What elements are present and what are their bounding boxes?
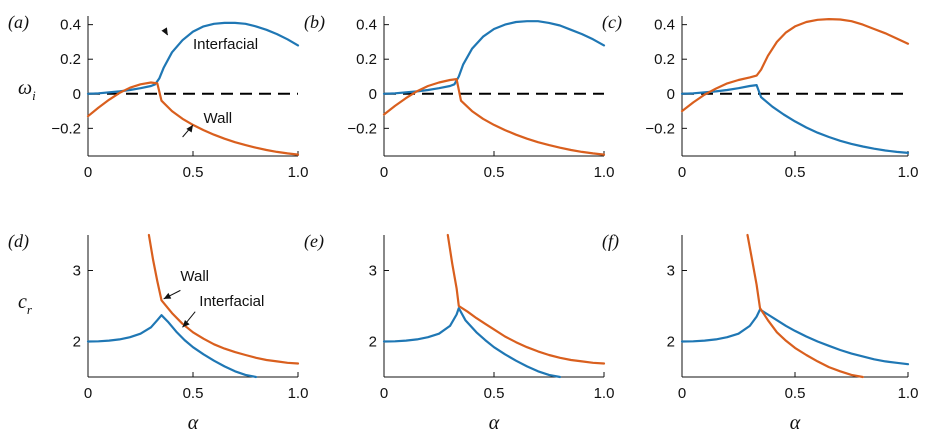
x-axis-label: α — [790, 412, 801, 434]
panel-label: (d) — [8, 231, 29, 252]
y-tick-label: 0 — [667, 86, 675, 103]
y-tick-label: 3 — [73, 263, 81, 280]
x-tick-label: 0 — [84, 385, 92, 402]
x-tick-label: 0 — [678, 164, 686, 181]
panel-c: 0 0.5 1.0 −0.2 0 0.2 0.4 (c) — [602, 12, 918, 181]
panel-label: (f) — [602, 231, 619, 252]
y-axis-label: ωi — [18, 77, 36, 103]
y-tick-label: −0.2 — [51, 120, 81, 137]
interfacial-series-line — [86, 21, 300, 95]
y-tick-label: 3 — [369, 263, 377, 280]
y-tick-label: −0.2 — [645, 120, 675, 137]
x-tick-label: 0.5 — [183, 385, 204, 402]
wall-series-line — [446, 233, 606, 365]
x-tick-label: 1.0 — [594, 385, 615, 402]
y-tick-label: 2 — [667, 334, 675, 351]
x-tick-label: 0 — [678, 385, 686, 402]
interfacial-series-line — [680, 308, 910, 366]
panel-label: (b) — [304, 12, 325, 33]
y-axis-label: cr — [18, 291, 33, 317]
y-tick-label: 0.2 — [654, 51, 675, 68]
annotation-arrowhead — [186, 124, 193, 133]
interfacial-series-line — [86, 314, 258, 379]
y-tick-label: 2 — [73, 334, 81, 351]
interfacial-series-line — [382, 20, 606, 95]
panel-a: 0 0.5 1.0 −0.2 0 0.2 0.4 (a) ωi Interfacial Wall — [8, 12, 308, 181]
panel-f: 0 0.5 1.0 2 3 (f) α — [602, 231, 918, 434]
x-tick-label: 1.0 — [898, 164, 919, 181]
x-axis-label: α — [489, 412, 500, 434]
y-tick-label: 0.2 — [60, 51, 81, 68]
y-tick-label: 0.4 — [60, 17, 81, 34]
x-tick-label: 0.5 — [484, 385, 505, 402]
wall-series-line — [147, 233, 300, 365]
annotation-label: Interfacial — [199, 293, 264, 310]
x-tick-label: 0.5 — [484, 164, 505, 181]
x-tick-label: 0.5 — [183, 164, 204, 181]
wall-series-line — [86, 81, 300, 156]
annotation-label: Wall — [180, 268, 209, 285]
x-tick-label: 1.0 — [288, 385, 309, 402]
y-tick-label: 0.4 — [356, 17, 377, 34]
x-tick-label: 0 — [380, 385, 388, 402]
y-tick-label: 0.2 — [356, 51, 377, 68]
panel-label: (c) — [602, 12, 622, 33]
annotation-label: Interfacial — [193, 36, 258, 53]
interfacial-series-line — [382, 307, 562, 379]
panel-d: 0 0.5 1.0 2 3 (d) cr α Wall Interfacial — [8, 231, 308, 434]
panel-label: (e) — [304, 231, 324, 252]
x-tick-label: 0 — [380, 164, 388, 181]
annotation-arrowhead — [163, 292, 172, 299]
x-tick-label: 0.5 — [785, 164, 806, 181]
y-tick-label: 0 — [369, 86, 377, 103]
panel-b: 0 0.5 1.0 −0.2 0 0.2 0.4 (b) — [304, 12, 614, 181]
x-tick-label: 1.0 — [594, 164, 615, 181]
y-tick-label: −0.2 — [347, 120, 377, 137]
x-tick-label: 1.0 — [898, 385, 919, 402]
y-tick-label: 3 — [667, 263, 675, 280]
wall-series-line — [680, 18, 910, 113]
annotation-label: Wall — [204, 110, 233, 127]
panel-label: (a) — [8, 12, 29, 33]
y-tick-label: 0 — [73, 86, 81, 103]
wall-series-line — [746, 233, 864, 379]
y-tick-label: 0.4 — [654, 17, 675, 34]
x-tick-label: 1.0 — [288, 164, 309, 181]
x-tick-label: 0.5 — [785, 385, 806, 402]
x-axis-label: α — [188, 412, 199, 434]
annotation-arrowhead — [182, 320, 190, 328]
annotation-arrowhead — [161, 27, 168, 36]
wall-series-line — [382, 77, 606, 156]
interfacial-series-line — [680, 83, 910, 154]
y-tick-label: 2 — [369, 334, 377, 351]
panel-e: 0 0.5 1.0 2 3 (e) α — [304, 231, 614, 434]
x-tick-label: 0 — [84, 164, 92, 181]
